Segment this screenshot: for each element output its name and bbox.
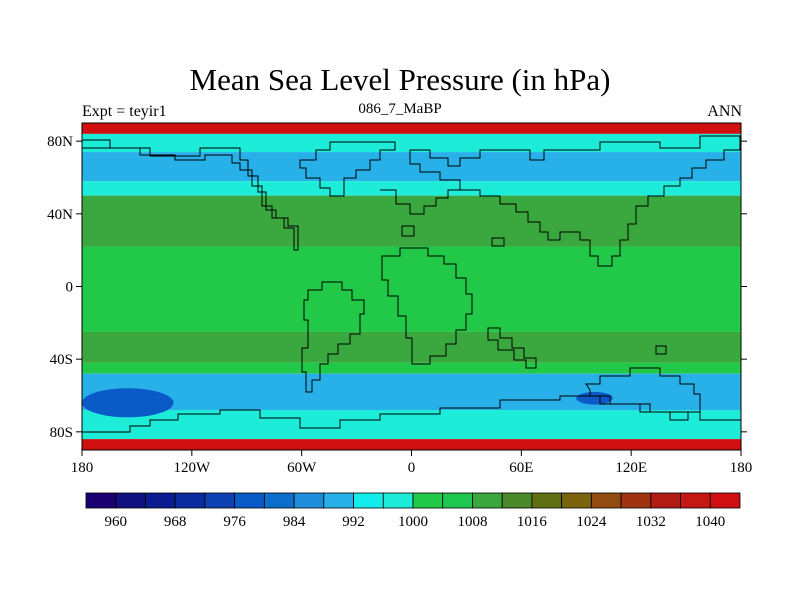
pressure-band-4 (82, 195, 741, 247)
colorbar-swatch-18 (620, 492, 652, 509)
colorbar-swatch-17 (590, 492, 622, 509)
colorbar-label-2: 976 (223, 514, 246, 530)
x-tick-label-6: 180 (730, 460, 753, 476)
season-label: ANN (707, 103, 742, 120)
colorbar-swatch-21 (709, 492, 741, 509)
colorbar-label-1: 968 (164, 514, 187, 530)
colorbar-swatch-4 (204, 492, 236, 509)
colorbar-label-10: 1040 (695, 514, 725, 530)
coastline-antarctica (82, 395, 741, 433)
pressure-band-2 (82, 152, 741, 182)
colorbar-swatch-10 (382, 492, 414, 509)
colorbar-swatch-7 (293, 492, 325, 509)
coastline-island-1 (401, 225, 415, 237)
y-tick-label-2: 0 (66, 280, 74, 296)
colorbar-swatch-20 (680, 492, 711, 509)
pressure-region-pacific-low (82, 388, 174, 418)
coastline-island-2 (491, 237, 505, 247)
coastline-south-asia (487, 327, 537, 369)
coastline-island-3 (655, 345, 667, 355)
colorbar-swatch-6 (263, 492, 295, 509)
coastline-eurasia (409, 135, 741, 267)
colorbar-swatch-16 (561, 492, 592, 509)
coastline-south-america (301, 281, 365, 393)
colorbar-swatch-0 (85, 492, 117, 509)
pressure-band-0 (82, 123, 741, 134)
y-tick-label-3: 40S (50, 352, 73, 368)
x-tick-label-2: 60W (287, 460, 317, 476)
colorbar-swatch-12 (442, 492, 473, 509)
pressure-band-9 (82, 410, 741, 440)
experiment-label: Expt = teyir1 (82, 103, 167, 120)
pressure-band-10 (82, 439, 741, 450)
coastline-europe (380, 189, 460, 215)
colorbar-label-5: 1000 (398, 514, 428, 530)
colorbar-label-9: 1032 (636, 514, 666, 530)
colorbar-label-3: 984 (283, 514, 306, 530)
x-tick-label-5: 120E (615, 460, 647, 476)
chart-title: Mean Sea Level Pressure (in hPa) (189, 62, 611, 97)
colorbar-label-6: 1008 (457, 514, 487, 530)
colorbar-swatch-2 (145, 492, 176, 509)
colorbar-swatch-5 (234, 492, 265, 509)
colorbar-label-7: 1016 (517, 514, 548, 530)
colorbar-swatch-1 (115, 492, 146, 509)
y-tick-label-4: 80S (50, 425, 73, 441)
colorbar-swatch-8 (323, 492, 354, 509)
coastline-africa (381, 247, 473, 365)
coastlines (82, 135, 741, 433)
colorbar-label-8: 1024 (576, 514, 607, 530)
colorbar-swatch-15 (531, 492, 563, 509)
y-tick-label-0: 80N (47, 134, 73, 150)
axis-ticks: 180 120W 60W 0 60E 120E 180 80N 40N 0 40S 80S (47, 134, 753, 476)
pressure-band-1 (82, 133, 741, 153)
colorbar: 960 968 976 984 992 1000 1008 1016 1024 1032 1040 (85, 492, 741, 530)
map-fill (82, 123, 741, 450)
colorbar-swatch-3 (174, 492, 206, 509)
pressure-region-indian-low (576, 391, 613, 405)
colorbar-swatch-13 (472, 492, 503, 509)
coastline-greenland (299, 141, 396, 197)
pressure-band-8 (82, 373, 741, 411)
colorbar-swatch-19 (650, 492, 681, 509)
x-tick-label-3: 0 (408, 460, 416, 476)
x-tick-label-1: 120W (173, 460, 211, 476)
colorbar-swatch-9 (353, 492, 384, 509)
x-tick-label-4: 60E (509, 460, 533, 476)
pressure-band-5 (82, 246, 741, 332)
colorbar-swatch-11 (412, 492, 444, 509)
y-tick-label-1: 40N (47, 207, 73, 223)
pressure-band-3 (82, 181, 741, 196)
colorbar-label-0: 960 (104, 514, 127, 530)
coastline-australia (585, 367, 701, 421)
coastline-north-america (82, 139, 299, 251)
period-label: 086_7_MaBP (358, 101, 442, 117)
pressure-band-7 (82, 362, 741, 374)
x-tick-label-0: 180 (71, 460, 94, 476)
colorbar-label-4: 992 (342, 514, 365, 530)
colorbar-swatch-14 (501, 492, 533, 509)
